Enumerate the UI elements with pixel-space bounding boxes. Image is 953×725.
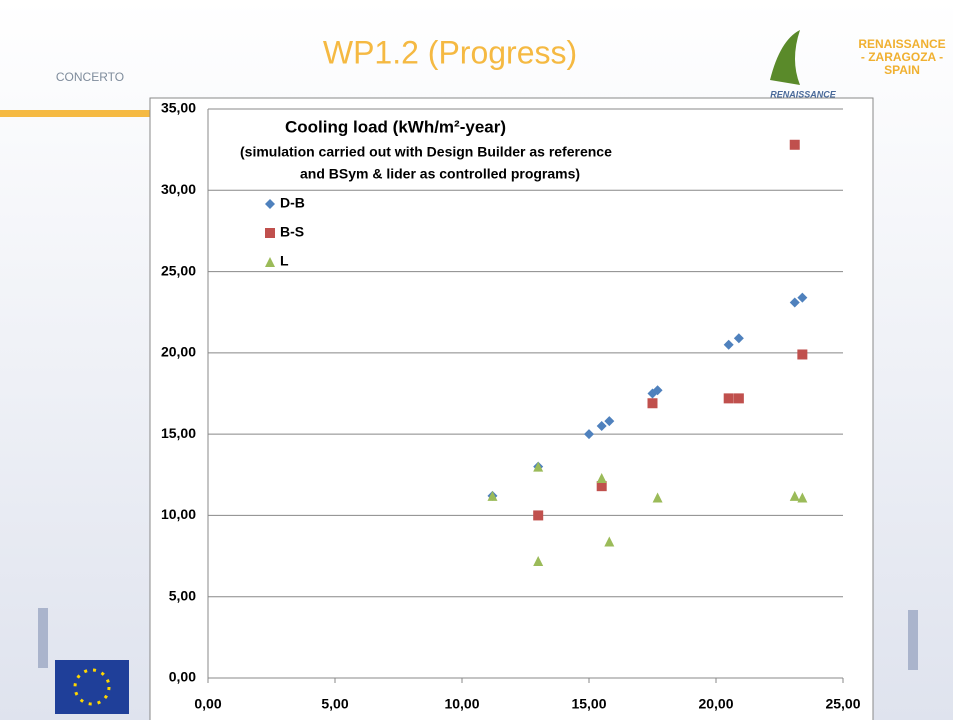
y-tick-label: 10,00 bbox=[161, 506, 196, 522]
project-line: SPAIN bbox=[884, 63, 920, 77]
y-tick-label: 35,00 bbox=[161, 100, 196, 116]
logo-left: CONCERTO bbox=[56, 70, 124, 84]
x-tick-label: 10,00 bbox=[444, 696, 479, 712]
project-line: - ZARAGOZA - bbox=[861, 50, 943, 64]
y-tick-label: 30,00 bbox=[161, 181, 196, 197]
accent-bar bbox=[0, 110, 150, 117]
x-tick-label: 25,00 bbox=[825, 696, 860, 712]
point bbox=[533, 510, 543, 520]
legend-label: B-S bbox=[280, 224, 304, 240]
y-tick-label: 5,00 bbox=[169, 587, 196, 603]
point bbox=[648, 398, 658, 408]
legend-label: L bbox=[280, 253, 289, 269]
x-tick-label: 20,00 bbox=[698, 696, 733, 712]
subtitle-line: (simulation carried out with Design Buil… bbox=[240, 144, 612, 160]
decor bbox=[908, 610, 918, 670]
y-tick-label: 0,00 bbox=[169, 669, 196, 685]
y-tick-label: 20,00 bbox=[161, 344, 196, 360]
project-line: RENAISSANCE bbox=[858, 37, 945, 51]
point bbox=[790, 140, 800, 150]
point bbox=[797, 349, 807, 359]
legend-marker bbox=[265, 228, 275, 238]
chart-title: Cooling load (kWh/m²-year) bbox=[285, 117, 506, 136]
y-tick-label: 15,00 bbox=[161, 425, 196, 441]
subtitle-line: and BSym & lider as controlled programs) bbox=[300, 166, 580, 182]
x-tick-label: 0,00 bbox=[194, 696, 221, 712]
slide: CONCERTO RENAISSANCE WP1.2 (Progress) RE… bbox=[0, 0, 953, 720]
x-tick-label: 15,00 bbox=[571, 696, 606, 712]
legend-label: D-B bbox=[280, 195, 305, 211]
eu-flag bbox=[55, 660, 129, 714]
x-tick-label: 5,00 bbox=[321, 696, 348, 712]
decor bbox=[38, 608, 48, 668]
chart-area bbox=[150, 98, 873, 720]
y-tick-label: 25,00 bbox=[161, 262, 196, 278]
slide-title: WP1.2 (Progress) bbox=[323, 34, 577, 70]
point bbox=[724, 393, 734, 403]
point bbox=[734, 393, 744, 403]
